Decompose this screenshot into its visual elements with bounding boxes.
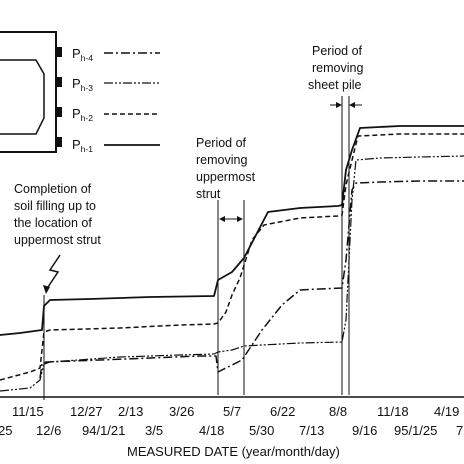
x-tick-label: 4/18 xyxy=(199,423,224,438)
annotation-sheet-line3: sheet pile xyxy=(308,78,362,92)
x-tick-label: 5/7 xyxy=(223,404,241,419)
x-tick-label: 12/27 xyxy=(70,404,103,419)
annotation-strut: Period of removing uppermost strut xyxy=(196,136,256,395)
x-tick-label: 9/16 xyxy=(352,423,377,438)
annotation-completion-arrowhead xyxy=(43,285,50,294)
series-line-ph-4 xyxy=(39,180,464,379)
series-line-ph-2 xyxy=(0,133,464,381)
annotation-strut-line2: removing xyxy=(196,153,247,167)
legend-label-ph1: Ph-1 xyxy=(72,137,93,154)
x-tick-labels-row2: 25 12/6 94/1/21 3/5 4/18 5/30 7/13 9/16 … xyxy=(0,423,463,438)
sensor-marker-ph1 xyxy=(56,137,62,147)
x-tick-label: 11/15 xyxy=(12,404,44,419)
x-tick-label: 94/1/21 xyxy=(82,423,125,438)
sensor-marker-ph4 xyxy=(56,47,62,57)
x-tick-labels-row1: 11/15 12/27 2/13 3/26 5/7 6/22 8/8 11/18… xyxy=(12,404,459,419)
x-tick-label: 7 xyxy=(456,423,463,438)
x-tick-label: 7/13 xyxy=(299,423,324,438)
x-tick-label: 4/19 xyxy=(434,404,459,419)
x-tick-label: 3/26 xyxy=(169,404,194,419)
x-tick-label: 12/6 xyxy=(36,423,61,438)
annotation-sheet-line2: removing xyxy=(312,61,363,75)
annotation-completion: Completion of soil filling up to the loc… xyxy=(14,182,101,294)
sheet-period-arrowhead-left xyxy=(336,102,342,108)
x-tick-label: 95/1/25 xyxy=(394,423,437,438)
legend-label-ph2: Ph-2 xyxy=(72,106,93,123)
strut-period-arrowhead-right xyxy=(237,216,243,222)
annotation-sheet-pile: Period of removing sheet pile xyxy=(308,44,363,395)
x-tick-label: 5/30 xyxy=(249,423,274,438)
legend-frame xyxy=(0,31,57,153)
annotation-completion-line3: the location of xyxy=(14,216,92,230)
strut-period-arrowhead-left xyxy=(219,216,225,222)
x-tick-label: 2/13 xyxy=(118,404,143,419)
x-tick-label: 8/8 xyxy=(329,404,347,419)
series-line-ph-3 xyxy=(0,155,464,392)
series-line-ph-1 xyxy=(0,125,464,336)
annotation-completion-line1: Completion of xyxy=(14,182,92,196)
annotation-strut-line1: Period of xyxy=(196,136,247,150)
x-tick-label: 6/22 xyxy=(270,404,295,419)
annotation-sheet-line1: Period of xyxy=(312,44,363,58)
series-layer xyxy=(0,125,464,392)
annotation-completion-line2: soil filling up to xyxy=(14,199,96,213)
annotation-strut-line3: uppermost xyxy=(196,170,256,184)
x-axis-title: MEASURED DATE (year/month/day) xyxy=(127,444,340,459)
annotation-strut-line4: strut xyxy=(196,187,221,201)
annotation-completion-line4: uppermost strut xyxy=(14,233,101,247)
sensor-marker-ph3 xyxy=(56,77,62,87)
legend: Ph-4 Ph-3 Ph-2 Ph-1 xyxy=(0,31,160,154)
x-tick-label: 3/5 xyxy=(145,423,163,438)
section-sketch-icon xyxy=(0,59,45,135)
annotation-completion-arrow xyxy=(45,254,61,291)
sensor-marker-ph2 xyxy=(56,107,62,117)
x-tick-label: 25 xyxy=(0,423,12,438)
legend-label-ph4: Ph-4 xyxy=(72,46,93,63)
legend-label-ph3: Ph-3 xyxy=(72,76,93,93)
x-tick-label: 11/18 xyxy=(377,404,409,419)
sheet-period-arrowhead-right xyxy=(349,102,355,108)
